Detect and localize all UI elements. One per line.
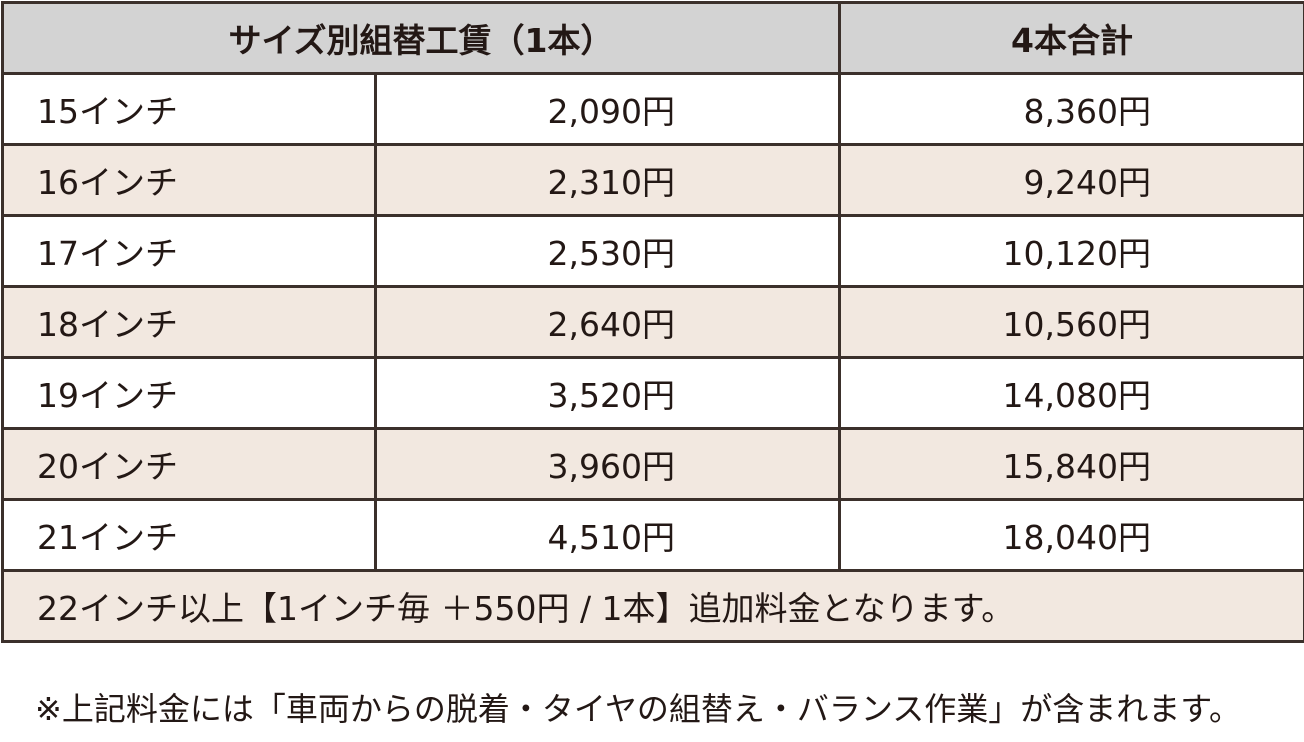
table-cell: 9,240円 bbox=[838, 143, 1304, 217]
table-cell: 10,120円 bbox=[838, 214, 1304, 288]
table-cell: 10,560円 bbox=[838, 285, 1304, 359]
table-cell: 17インチ bbox=[1, 214, 377, 288]
header-cell: 4本合計 bbox=[838, 1, 1304, 75]
table-cell: 2,530円 bbox=[373, 214, 842, 288]
table-cell: 4,510円 bbox=[373, 498, 842, 572]
table-row: 21インチ 4,510円 18,040円 bbox=[1, 498, 1304, 572]
table-cell: 20インチ bbox=[1, 427, 377, 501]
header-cell: サイズ別組替工賃（1本） bbox=[0, 1, 842, 75]
table-cell: 3,520円 bbox=[373, 356, 842, 430]
table-cell: 2,090円 bbox=[373, 72, 842, 146]
table-cell: 19インチ bbox=[1, 356, 377, 430]
table-cell: 15,840円 bbox=[838, 427, 1304, 501]
table-cell: 16インチ bbox=[1, 143, 377, 217]
table-body: 15インチ 2,090円 8,360円 16インチ 2,310円 9,240円 17インチ 2… bbox=[0, 72, 1304, 643]
table-row: 15インチ 2,090円 8,360円 bbox=[1, 72, 1304, 146]
price-table: サイズ別組替工賃（1本） 4本合計 15インチ 2,090円 8,360円 16インチ… bbox=[0, 1, 1304, 643]
table-cell: 8,360円 bbox=[838, 72, 1304, 146]
table-row: 20インチ 3,960円 15,840円 bbox=[1, 427, 1304, 501]
header-row: サイズ別組替工賃（1本） 4本合計 bbox=[0, 1, 1304, 75]
table-cell: 18,040円 bbox=[838, 498, 1304, 572]
table-cell: 2,640円 bbox=[373, 285, 842, 359]
table-cell: 3,960円 bbox=[373, 427, 842, 501]
footer-cell: 22インチ以上【1インチ毎 ＋550円 / 1本】追加料金となります。 bbox=[0, 569, 1304, 643]
table-cell: 21インチ bbox=[1, 498, 377, 572]
note: ※上記料金には「車両からの脱着・タイヤの組替え・バランス作業」が含まれます。 bbox=[35, 690, 1242, 728]
table-row: 16インチ 2,310円 9,240円 bbox=[1, 143, 1304, 217]
table-row: 19インチ 3,520円 14,080円 bbox=[1, 356, 1304, 430]
table-row: 17インチ 2,530円 10,120円 bbox=[1, 214, 1304, 288]
table-row: 18インチ 2,640円 10,560円 bbox=[1, 285, 1304, 359]
table-cell: 2,310円 bbox=[373, 143, 842, 217]
footer-row: 22インチ以上【1インチ毎 ＋550円 / 1本】追加料金となります。 bbox=[0, 569, 1304, 643]
table-cell: 15インチ bbox=[1, 72, 377, 146]
table-cell: 18インチ bbox=[1, 285, 377, 359]
table-cell: 14,080円 bbox=[838, 356, 1304, 430]
